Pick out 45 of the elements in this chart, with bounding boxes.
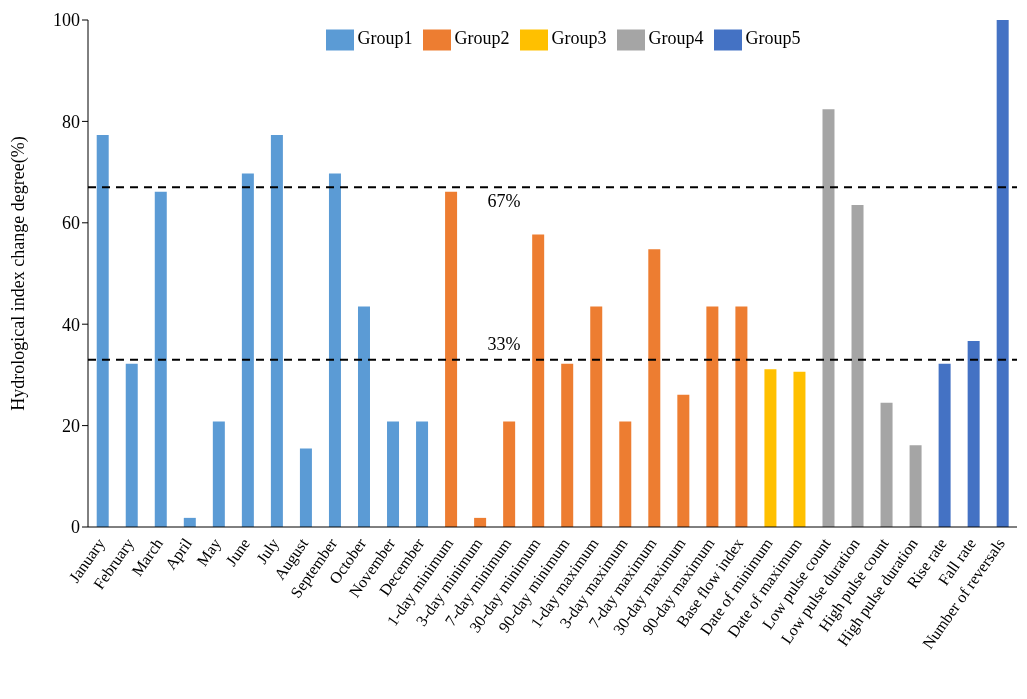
bar (154, 191, 167, 527)
bar (764, 369, 777, 527)
bar (851, 205, 864, 527)
bar (996, 20, 1009, 527)
ref-line-label: 33% (487, 333, 521, 354)
bar (241, 173, 254, 527)
legend-label: Group2 (454, 28, 510, 49)
y-tick-label: 100 (53, 10, 80, 31)
bar (387, 421, 400, 527)
legend-label: Group3 (551, 28, 607, 49)
bar (793, 371, 806, 527)
bar (357, 306, 370, 527)
bar (445, 191, 458, 527)
y-tick-label: 20 (62, 415, 80, 436)
bar (590, 306, 603, 527)
bar (125, 363, 138, 527)
bar (938, 363, 951, 527)
bar (648, 249, 661, 527)
bar (967, 340, 980, 527)
legend-label: Group4 (648, 28, 704, 49)
bar (909, 445, 922, 527)
bar (677, 394, 690, 527)
bar (328, 173, 341, 527)
bar (503, 421, 516, 527)
bar (561, 363, 574, 527)
bar (212, 421, 225, 527)
y-tick-label: 80 (62, 111, 80, 132)
bar (822, 109, 835, 527)
legend-label: Group5 (745, 28, 801, 49)
bar (706, 306, 719, 527)
bar (299, 448, 312, 527)
ref-line-label: 67% (487, 191, 521, 212)
bar (416, 421, 429, 527)
y-tick-label: 40 (62, 314, 80, 335)
bar (619, 421, 632, 527)
bar (735, 306, 748, 527)
bar (532, 234, 545, 527)
bar (880, 402, 893, 527)
y-axis-title: Hydrological index change degree(%) (8, 136, 30, 411)
bar (270, 135, 283, 527)
legend-label: Group1 (357, 28, 413, 49)
bar (96, 135, 109, 527)
y-tick-label: 60 (62, 213, 80, 234)
y-tick-label: 0 (71, 517, 80, 538)
x-tick-label: June (222, 535, 254, 569)
